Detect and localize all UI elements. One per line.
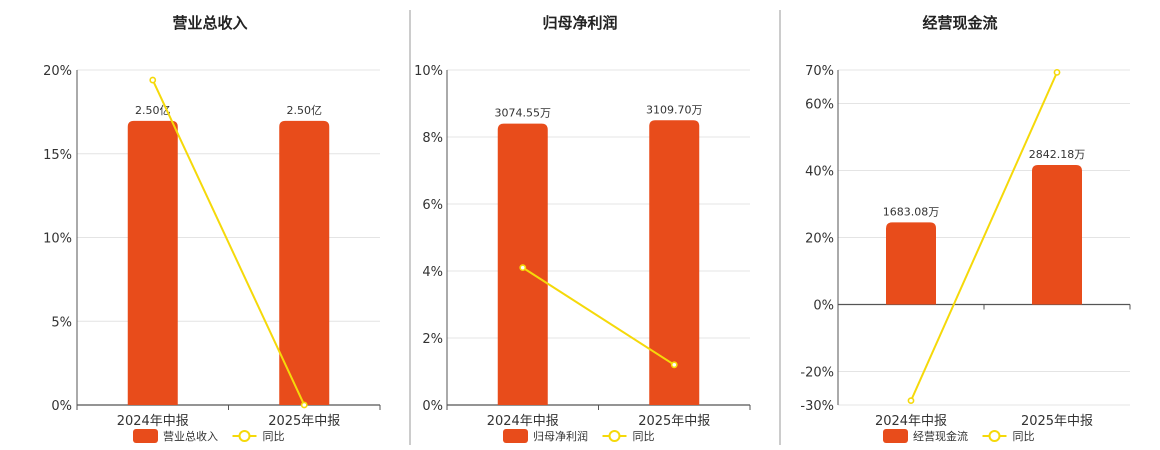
yoy-line bbox=[151, 79, 306, 406]
legend-bar-label: 归母净利润 bbox=[533, 429, 588, 443]
y-tick-label: 60% bbox=[805, 98, 834, 113]
x-tick-label: 2025年中报 bbox=[268, 414, 340, 429]
y-tick-label: 0% bbox=[51, 399, 72, 414]
yoy-point bbox=[907, 397, 915, 405]
y-tick-label: 20% bbox=[805, 232, 834, 247]
y-tick-label: 6% bbox=[422, 198, 443, 213]
y-tick-label: 2% bbox=[422, 332, 443, 347]
yoy-line bbox=[522, 266, 675, 366]
chart-title: 营业总收入 bbox=[172, 14, 247, 32]
yoy-point bbox=[519, 264, 527, 272]
bar-2025年中报 bbox=[279, 120, 330, 406]
y-tick-label: 0% bbox=[813, 299, 834, 314]
chart-title: 经营现金流 bbox=[922, 14, 997, 32]
legend-line-label: 同比 bbox=[633, 430, 655, 443]
chart-title: 归母净利润 bbox=[542, 14, 617, 32]
y-tick-label: 70% bbox=[805, 64, 834, 79]
x-tick-label: 2025年中报 bbox=[1021, 414, 1093, 429]
yoy-point bbox=[670, 361, 678, 369]
legend-bar-label: 经营现金流 bbox=[913, 429, 968, 443]
bar-2024年中报 bbox=[886, 222, 936, 305]
yoy-line bbox=[910, 71, 1058, 402]
y-tick-label: 8% bbox=[422, 131, 443, 146]
bar-2025年中报 bbox=[649, 120, 700, 405]
y-tick-label: 10% bbox=[43, 232, 72, 247]
bar-data-label: 3109.70万 bbox=[646, 103, 703, 116]
x-tick-label: 2025年中报 bbox=[638, 414, 710, 429]
y-tick-label: 15% bbox=[43, 148, 72, 163]
yoy-point bbox=[149, 76, 157, 84]
bar-data-label: 2.50亿 bbox=[287, 104, 323, 117]
y-tick-label: 20% bbox=[43, 64, 72, 79]
y-tick-label: -30% bbox=[800, 399, 834, 414]
legend-bar-swatch bbox=[503, 429, 528, 443]
y-tick-label: 0% bbox=[422, 399, 443, 414]
legend-bar-swatch bbox=[133, 429, 158, 443]
bar-2025年中报 bbox=[1032, 164, 1082, 305]
y-tick-label: 40% bbox=[805, 165, 834, 180]
bar-data-label: 2842.18万 bbox=[1029, 148, 1086, 161]
x-tick-label: 2024年中报 bbox=[117, 414, 189, 429]
bar-data-label: 2.50亿 bbox=[135, 104, 171, 117]
legend-line-marker bbox=[988, 430, 1001, 442]
legend-line-marker bbox=[608, 430, 621, 442]
y-tick-label: 4% bbox=[422, 265, 443, 280]
yoy-point bbox=[300, 401, 308, 409]
x-tick-label: 2024年中报 bbox=[487, 414, 559, 429]
chart-panel-2: 归母净利润 0% 2% 4% 6% 8% 10% 3074.55万 3109.70万 2024年中… bbox=[414, 14, 751, 443]
y-tick-label: 5% bbox=[51, 315, 72, 330]
chart-panel-1: 营业总收入 0% 5% 10% 15% 20% 2.50亿 2.50亿 2024年中报 2025年… bbox=[43, 14, 381, 443]
bar-data-label: 1683.08万 bbox=[883, 205, 940, 218]
x-tick-label: 2024年中报 bbox=[875, 414, 947, 429]
legend-line-marker bbox=[238, 430, 251, 442]
y-tick-label: 10% bbox=[414, 64, 443, 79]
legend-bar-swatch bbox=[883, 429, 908, 443]
bar-2024年中报 bbox=[127, 120, 178, 406]
legend-bar-label: 营业总收入 bbox=[163, 429, 218, 443]
chart-panel-3: 经营现金流 -30% -20% 0% 20% 40% 60% 70% 1683.08万 2842.… bbox=[800, 14, 1131, 443]
bar-data-label: 3074.55万 bbox=[495, 107, 552, 120]
y-tick-label: -20% bbox=[800, 366, 834, 381]
legend-line-label: 同比 bbox=[263, 430, 285, 443]
legend-line-label: 同比 bbox=[1013, 430, 1035, 443]
yoy-point bbox=[1053, 68, 1061, 76]
